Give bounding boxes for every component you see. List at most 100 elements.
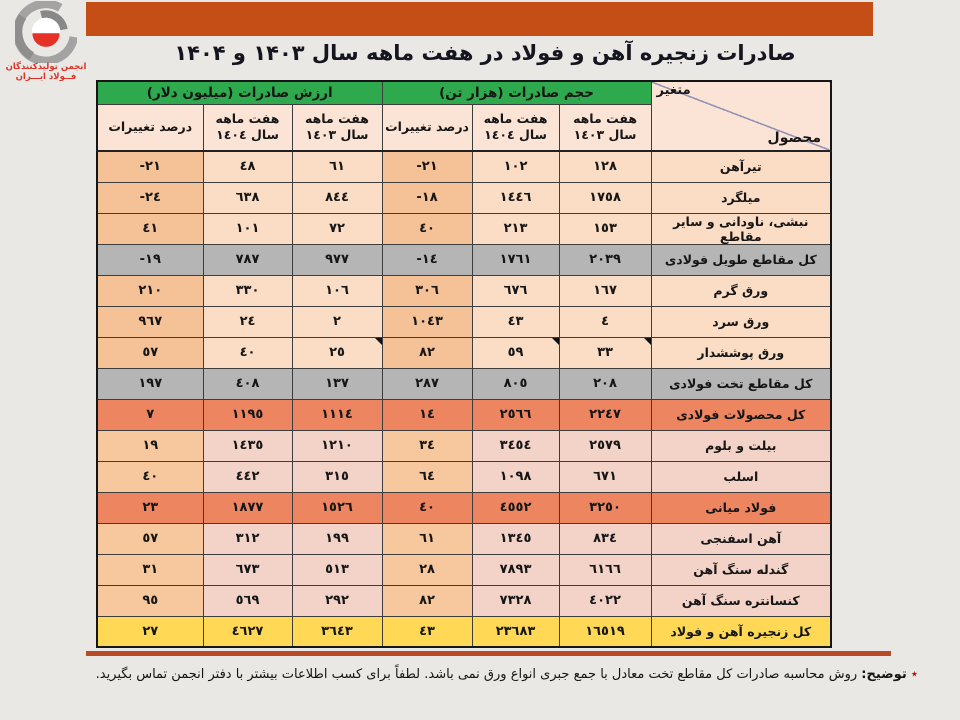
volume-1403-cell: ٢٠٣٩: [558, 243, 652, 276]
product-cell: تیرآهن: [650, 150, 832, 183]
table-row: کنسانتره سنگ آهن ٤٠٢٢ ٧٣٢٨ ٨٢ ٢٩٢ ٥٦٩ ٩٥: [96, 584, 832, 617]
volume-percent-cell: ٨٢: [381, 584, 473, 617]
volume-1404-cell: ٧٨٩٣: [471, 553, 560, 586]
volume-percent-cell: -٢١: [381, 150, 473, 183]
value-1403-cell: ١٥٢٦: [291, 491, 383, 524]
value-percent-cell: ٥٧: [96, 336, 204, 369]
table-row: اسلب ٦٧١ ١٠٩٨ ٦٤ ٣١٥ ٤٤٢ ٤٠: [96, 460, 832, 493]
volume-percent-cell: ٤٠: [381, 212, 473, 245]
value-percent-cell: -١٩: [96, 243, 204, 276]
value-1404-cell: ١٤٣٥: [202, 429, 293, 462]
volume-1403-cell: ٤٠٢٢: [558, 584, 652, 617]
corner-cell: متغیر محصول: [650, 80, 832, 152]
table-row: فولاد میانی ٣٢٥٠ ٤٥٥٢ ٤٠ ١٥٢٦ ١٨٧٧ ٢٣: [96, 491, 832, 524]
product-cell: بیلت و بلوم: [650, 429, 832, 462]
value-1403-cell: ٥١٣: [291, 553, 383, 586]
volume-1403-cell: ٢٢٤٧: [558, 398, 652, 431]
volume-1404-header: هفت ماهه سال ١٤٠٤: [471, 103, 560, 152]
value-1404-cell: ٦٣٨: [202, 181, 293, 214]
table-row: کل مقاطع طویل فولادی ٢٠٣٩ ١٧٦١ -١٤ ٩٧٧ ٧…: [96, 243, 832, 276]
value-percent-cell: ١٩٧: [96, 367, 204, 400]
product-cell: گندله سنگ آهن: [650, 553, 832, 586]
volume-percent-cell: ٢٨٧: [381, 367, 473, 400]
value-1403-cell: ١٠٦: [291, 274, 383, 307]
value-1403-cell: ٢٩٢: [291, 584, 383, 617]
product-cell: کل زنجیره آهن و فولاد: [650, 615, 832, 648]
table-row: کل مقاطع تخت فولادی ٢٠٨ ٨٠٥ ٢٨٧ ١٣٧ ٤٠٨ …: [96, 367, 832, 400]
value-percent-header: درصد تغییرات: [96, 103, 204, 152]
value-percent-cell: ٢٧: [96, 615, 204, 648]
value-percent-cell: ٣١: [96, 553, 204, 586]
value-1403-cell: ٩٧٧: [291, 243, 383, 276]
value-1403-cell: ٢٥: [291, 336, 383, 369]
volume-1403-cell: ٤: [558, 305, 652, 338]
product-cell: ورق پوششدار: [650, 336, 832, 369]
volume-percent-cell: ٨٢: [381, 336, 473, 369]
value-1403-header: هفت ماهه سال ١٤٠٣: [291, 103, 383, 152]
volume-group-header: حجم صادرات (هزار تن): [381, 80, 652, 105]
volume-1404-cell: ١٤٤٦: [471, 181, 560, 214]
product-cell: اسلب: [650, 460, 832, 493]
value-1403-cell: ٢: [291, 305, 383, 338]
product-cell: میلگرد: [650, 181, 832, 214]
group-header-row: متغیر محصول حجم صادرات (هزار تن) ارزش صا…: [96, 80, 832, 152]
volume-1403-cell: ١٦٧: [558, 274, 652, 307]
value-1403-cell: ٦١: [291, 150, 383, 183]
value-percent-cell: ٩٥: [96, 584, 204, 617]
table-row: کل محصولات فولادی ٢٢٤٧ ٢٥٦٦ ١٤ ١١١٤ ١١٩٥…: [96, 398, 832, 431]
volume-1404-cell: ٥٩: [471, 336, 560, 369]
product-cell: ورق سرد: [650, 305, 832, 338]
volume-1403-header: هفت ماهه سال ١٤٠٣: [558, 103, 652, 152]
table-row: بیلت و بلوم ٢٥٧٩ ٣٤٥٤ ٣٤ ١٢١٠ ١٤٣٥ ١٩: [96, 429, 832, 462]
product-cell: کنسانتره سنگ آهن: [650, 584, 832, 617]
footnote-text: روش محاسبه صادرات کل مقاطع تخت معادل با …: [95, 667, 858, 682]
corner-variable-label: متغیر: [656, 83, 691, 98]
volume-1404-cell: ٢٥٦٦: [471, 398, 560, 431]
value-1404-cell: ١١٩٥: [202, 398, 293, 431]
value-percent-cell: ٤٠: [96, 460, 204, 493]
volume-1403-cell: ٦٧١: [558, 460, 652, 493]
value-1403-cell: ٣٦٤٣: [291, 615, 383, 648]
value-1404-cell: ٤٠٨: [202, 367, 293, 400]
value-1404-cell: ٤٤٢: [202, 460, 293, 493]
volume-1403-cell: ١٦٥١٩: [558, 615, 652, 648]
value-1404-header: هفت ماهه سال ١٤٠٤: [202, 103, 293, 152]
product-cell: کل مقاطع طویل فولادی: [650, 243, 832, 276]
footnote: ٭ توضیح: روش محاسبه صادرات کل مقاطع تخت …: [20, 667, 918, 682]
volume-1403-cell: ٣٢٥٠: [558, 491, 652, 524]
volume-1403-cell: ٨٣٤: [558, 522, 652, 555]
value-1404-cell: ٤٨: [202, 150, 293, 183]
value-1403-cell: ١٢١٠: [291, 429, 383, 462]
value-1404-cell: ١٨٧٧: [202, 491, 293, 524]
table-row: ورق گرم ١٦٧ ٦٧٦ ٣٠٦ ١٠٦ ٣٣٠ ٢١٠: [96, 274, 832, 307]
volume-percent-cell: -١٤: [381, 243, 473, 276]
volume-1404-cell: ١٧٦١: [471, 243, 560, 276]
corner-product-label: محصول: [767, 130, 822, 146]
volume-1404-cell: ١٠٢: [471, 150, 560, 183]
volume-1404-cell: ٢٣٦٨٣: [471, 615, 560, 648]
table-row: میلگرد ١٧٥٨ ١٤٤٦ -١٨ ٨٤٤ ٦٣٨ -٢٤: [96, 181, 832, 214]
divider-line: [86, 651, 891, 656]
logo: انجمن تولیدکنندگان فــولاد ایـــران: [2, 1, 90, 83]
value-1404-cell: ٤٦٢٧: [202, 615, 293, 648]
table-row: کل زنجیره آهن و فولاد ١٦٥١٩ ٢٣٦٨٣ ٤٣ ٣٦٤…: [96, 615, 832, 648]
value-1404-cell: ٤٠: [202, 336, 293, 369]
value-percent-cell: -٢٤: [96, 181, 204, 214]
table-row: گندله سنگ آهن ٦١٦٦ ٧٨٩٣ ٢٨ ٥١٣ ٦٧٣ ٣١: [96, 553, 832, 586]
volume-percent-cell: ١٠٤٣: [381, 305, 473, 338]
volume-1403-cell: ١٢٨: [558, 150, 652, 183]
page-title: صادرات زنجیره آهن و فولاد در هفت ماهه سا…: [174, 41, 796, 65]
volume-percent-cell: ٦١: [381, 522, 473, 555]
value-1404-cell: ٣١٢: [202, 522, 293, 555]
value-1404-cell: ١٠١: [202, 212, 293, 245]
footnote-label: توضیح:: [861, 667, 907, 682]
footnote-star: ٭: [910, 667, 918, 682]
table-body: تیرآهن ١٢٨ ١٠٢ -٢١ ٦١ ٤٨ -٢١ میلگرد ١٧٥٨…: [96, 150, 832, 648]
value-1403-cell: ٣١٥: [291, 460, 383, 493]
value-1404-cell: ٧٨٧: [202, 243, 293, 276]
volume-1403-cell: ١٧٥٨: [558, 181, 652, 214]
value-1403-cell: ١٩٩: [291, 522, 383, 555]
volume-1404-cell: ٣٤٥٤: [471, 429, 560, 462]
volume-1404-cell: ٨٠٥: [471, 367, 560, 400]
